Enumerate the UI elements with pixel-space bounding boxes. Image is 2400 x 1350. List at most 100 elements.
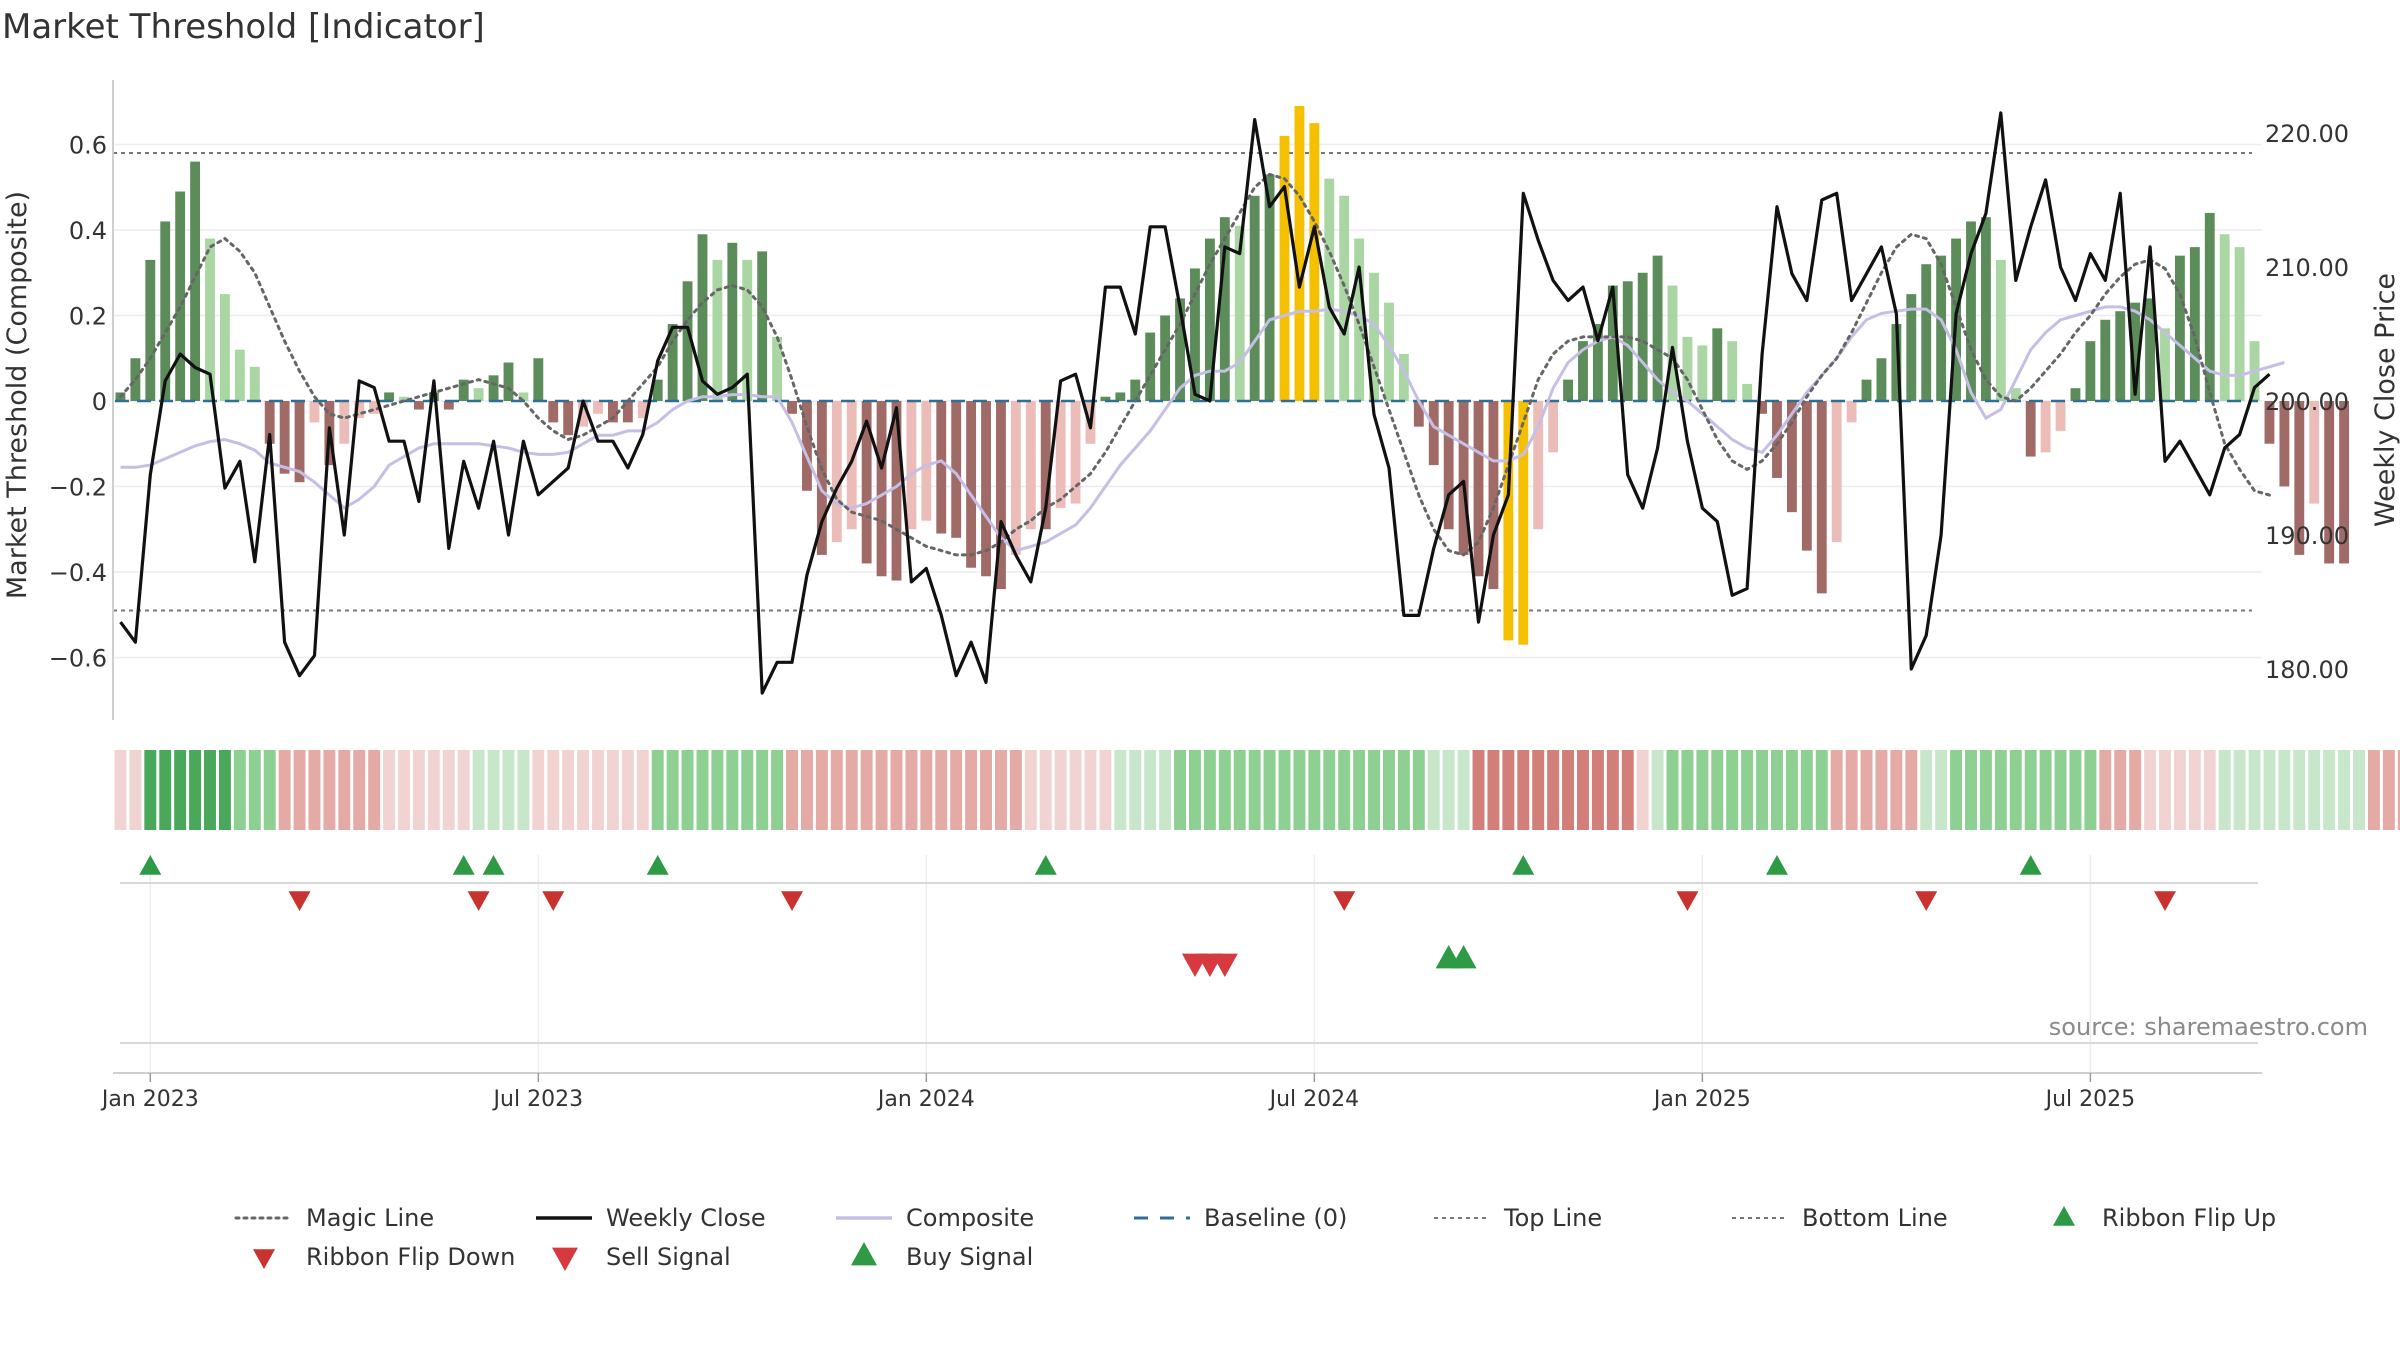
- composite-bar: [1384, 302, 1394, 401]
- ribbon-segment: [383, 750, 396, 830]
- ribbon-segment: [905, 750, 918, 830]
- composite-bar: [608, 401, 618, 423]
- ribbon-segment: [1054, 750, 1067, 830]
- ribbon-segment: [2009, 750, 2022, 830]
- composite-bar: [1921, 264, 1932, 401]
- composite-bar: [1473, 401, 1484, 577]
- x-tick-label: Jan 2023: [100, 1087, 199, 1112]
- ribbon-segment: [696, 750, 709, 830]
- ribbon-flip-up-marker: [1765, 855, 1788, 875]
- ribbon-segment: [2188, 750, 2201, 830]
- composite-bar: [1040, 401, 1051, 530]
- composite-bar: [1966, 221, 1976, 401]
- composite-bar: [503, 362, 514, 401]
- composite-bar: [1130, 379, 1141, 401]
- y-axis-label: Market Threshold (Composite): [2, 191, 33, 599]
- x-tick-label: Jul 2025: [2044, 1087, 2136, 1112]
- composite-bar: [1548, 401, 1559, 453]
- composite-bar: [1742, 383, 1753, 401]
- legend: Magic Line Weekly Close Composite Baseline …: [234, 1204, 2276, 1271]
- composite-bar: [906, 401, 917, 530]
- composite-bar: [145, 259, 156, 401]
- ribbon-segment: [1830, 750, 1843, 830]
- ribbon-segment: [2263, 750, 2276, 830]
- composite-bar: [2085, 341, 2096, 401]
- ribbon-segment: [1935, 750, 1948, 830]
- ribbon-flip-down-marker: [1676, 891, 1699, 911]
- composite-bar: [2294, 401, 2305, 555]
- composite-bar: [891, 401, 902, 581]
- ribbon-flip-down-marker: [1333, 891, 1356, 911]
- y-tick-label: −0.4: [49, 559, 107, 587]
- composite-bar: [2309, 401, 2320, 504]
- ribbon-segment: [308, 750, 321, 830]
- ribbon-segment: [1651, 750, 1664, 830]
- composite-bar: [772, 336, 783, 401]
- ribbon-segment: [129, 750, 142, 830]
- ribbon-segment: [666, 750, 679, 830]
- y2-tick-label: 210.00: [2265, 254, 2349, 282]
- composite-bar: [1697, 345, 1708, 401]
- y-tick-label: 0: [92, 388, 107, 416]
- ribbon-segment: [860, 750, 873, 830]
- ribbon-segment: [1591, 750, 1604, 830]
- composite-bar: [1816, 401, 1827, 594]
- ribbon-segment: [1069, 750, 1082, 830]
- ribbon-segment: [1860, 750, 1873, 830]
- composite-bar: [1100, 396, 1111, 401]
- composite-bar: [488, 375, 499, 401]
- ribbon-segment: [606, 750, 619, 830]
- ribbon-segment: [1129, 750, 1142, 830]
- ribbon-segment: [1800, 750, 1813, 830]
- ribbon-segment: [577, 750, 590, 830]
- composite-bar: [1518, 401, 1529, 645]
- composite-bar: [294, 401, 305, 483]
- composite-bar: [802, 401, 812, 491]
- ribbon-segment: [2084, 750, 2097, 830]
- composite-bar: [1831, 401, 1842, 543]
- ribbon-segment: [2323, 750, 2336, 830]
- y2-axis-label: Weekly Close Price: [2370, 273, 2400, 527]
- series-lines: [115, 111, 2285, 695]
- ribbon-segment: [2039, 750, 2052, 830]
- ribbon-flip-up-marker: [1512, 855, 1535, 875]
- ribbon-flip-up-marker: [1034, 855, 1057, 875]
- ribbon-segment: [2308, 750, 2321, 830]
- composite-bar: [846, 401, 857, 530]
- composite-bar: [2174, 255, 2185, 401]
- y-axis-left: −0.6 −0.4 −0.2 0 0.2 0.4 0.6 Market Threshold (…: [2, 80, 114, 720]
- ribbon-flip-up-marker: [2019, 855, 2042, 875]
- composite-bar: [1264, 174, 1275, 401]
- composite-bar: [175, 191, 186, 401]
- composite-bar: [2324, 401, 2335, 564]
- ribbon-segment: [532, 750, 545, 830]
- composite-bars: [115, 106, 2350, 645]
- ribbon-segment: [1233, 750, 1246, 830]
- ribbon-segment: [2203, 750, 2216, 830]
- composite-bar: [712, 259, 723, 401]
- legend-label: Top Line: [1503, 1204, 1602, 1232]
- composite-bar: [1219, 217, 1230, 401]
- composite-bar: [1413, 401, 1424, 427]
- ribbon-segment: [1472, 750, 1485, 830]
- ribbon-segment: [1621, 750, 1634, 830]
- ribbon-segment: [1875, 750, 1888, 830]
- composite-bar: [414, 401, 424, 410]
- ribbon-flip-down-marker: [288, 891, 311, 911]
- ribbon-segment: [442, 750, 455, 830]
- ribbon-segment: [2173, 750, 2186, 830]
- composite-bar: [399, 396, 409, 401]
- composite-bar: [2025, 401, 2036, 457]
- y-tick-label: −0.6: [49, 645, 107, 673]
- ribbon-segment: [2353, 750, 2365, 830]
- ribbon-panel: [114, 750, 2400, 830]
- composite-bar: [264, 401, 275, 444]
- composite-bar: [981, 401, 991, 577]
- composite-bar: [1428, 401, 1439, 466]
- x-tick-label: Jan 2025: [1652, 1087, 1751, 1112]
- ribbon-segment: [263, 750, 276, 830]
- ribbon-segment: [2159, 750, 2171, 830]
- signal-panels: [120, 855, 2258, 1271]
- composite-bar: [622, 401, 633, 423]
- ribbon-segment: [994, 750, 1007, 830]
